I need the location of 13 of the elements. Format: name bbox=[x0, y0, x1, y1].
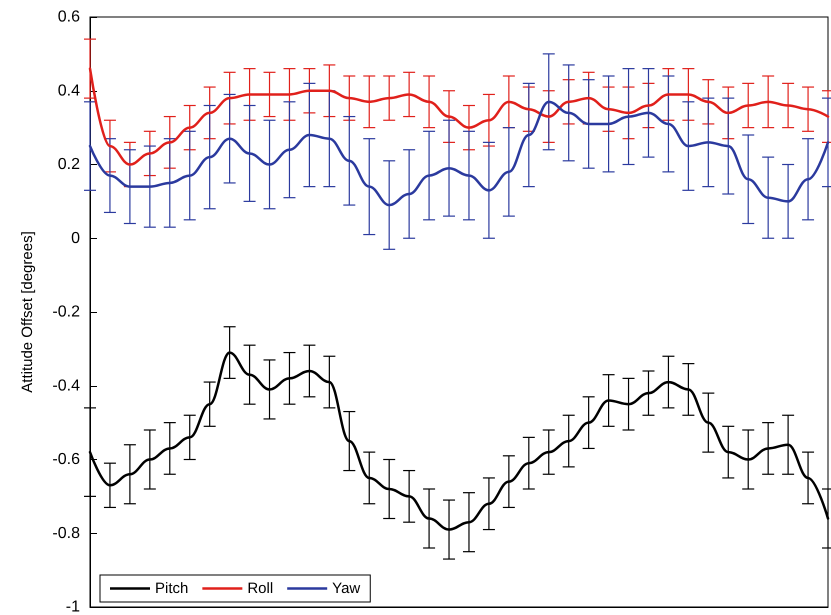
legend-label: Roll bbox=[247, 580, 274, 597]
y-tick-label: -0.6 bbox=[52, 451, 80, 468]
y-tick-label: -0.4 bbox=[52, 377, 80, 394]
y-tick-label: 0.2 bbox=[58, 156, 80, 173]
y-axis-title: Attitude Offset [degrees] bbox=[19, 231, 36, 393]
y-tick-label: 0.6 bbox=[58, 8, 80, 26]
y-tick-label: 0 bbox=[71, 230, 80, 247]
legend-label: Yaw bbox=[332, 580, 360, 597]
legend-label: Pitch bbox=[155, 580, 188, 597]
y-tick-label: -1 bbox=[66, 598, 80, 615]
y-tick-label: -0.2 bbox=[52, 304, 80, 320]
y-tick-label: -0.8 bbox=[52, 524, 80, 542]
y-tick-label: 0.4 bbox=[58, 82, 80, 100]
